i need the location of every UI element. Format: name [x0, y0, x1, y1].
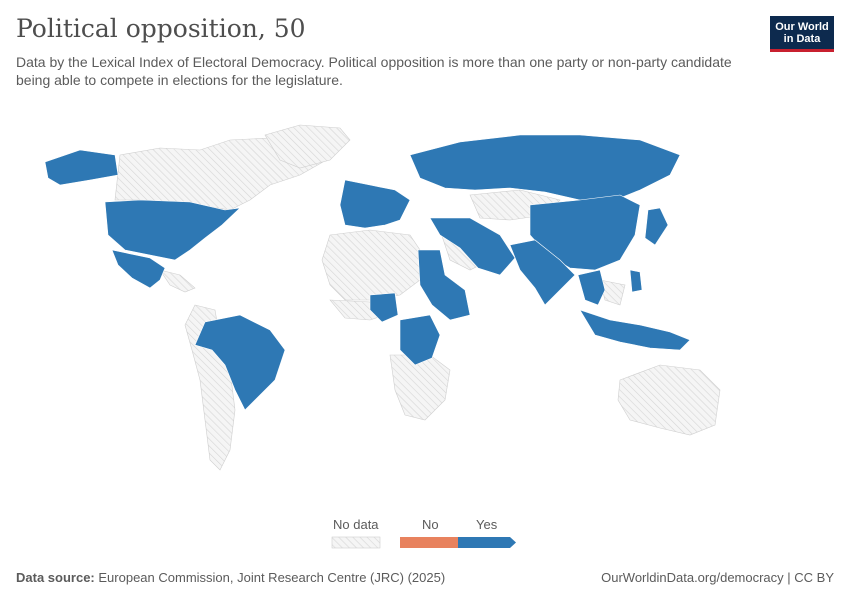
- source-text: European Commission, Joint Research Cent…: [98, 570, 446, 585]
- source-label: Data source:: [16, 570, 95, 585]
- region-greenland[interactable]: [264, 124, 351, 169]
- region-united-states[interactable]: [104, 199, 241, 261]
- chart-title: Political opposition, 50: [16, 14, 306, 43]
- legend-arrow: [510, 537, 516, 548]
- chart-subtitle: Data by the Lexical Index of Electoral D…: [16, 54, 732, 88]
- legend-yes-swatch[interactable]: [458, 537, 510, 548]
- owid-logo[interactable]: Our World in Data: [770, 16, 834, 52]
- region-sudan-ethiopia[interactable]: [417, 249, 471, 321]
- world-map[interactable]: [0, 110, 850, 490]
- legend-no-data-label: No data: [333, 517, 379, 532]
- legend-no-swatch[interactable]: [400, 537, 458, 548]
- region-southeast-asia-mainland[interactable]: [577, 269, 606, 306]
- yes-regions: [44, 134, 691, 411]
- region-indonesia[interactable]: [579, 309, 691, 351]
- map-legend: No data No Yes: [330, 517, 530, 553]
- legend-swatches: [331, 536, 516, 549]
- footer-url[interactable]: OurWorldinData.org/democracy | CC BY: [601, 570, 834, 585]
- region-brazil[interactable]: [194, 314, 286, 411]
- legend-yes-label: Yes: [476, 517, 498, 532]
- region-turkey-iran[interactable]: [429, 217, 516, 276]
- region-north-africa[interactable]: [321, 229, 421, 301]
- region-russia[interactable]: [409, 134, 681, 203]
- region-congo[interactable]: [399, 314, 441, 366]
- region-nigeria[interactable]: [369, 292, 399, 323]
- region-central-america[interactable]: [159, 269, 196, 293]
- legend-no-data-swatch[interactable]: [331, 536, 381, 549]
- region-philippines[interactable]: [629, 269, 643, 293]
- region-mexico[interactable]: [111, 249, 166, 289]
- region-australia[interactable]: [617, 364, 721, 436]
- legend-no-label: No: [422, 517, 439, 532]
- region-southern-africa[interactable]: [389, 354, 451, 421]
- logo-line-1: Our World: [775, 21, 829, 33]
- region-india-pakistan[interactable]: [509, 239, 576, 306]
- data-source: Data source: European Commission, Joint …: [16, 570, 445, 585]
- region-japan[interactable]: [644, 207, 669, 246]
- region-western-europe[interactable]: [339, 179, 411, 229]
- logo-line-2: in Data: [783, 33, 821, 45]
- region-alaska[interactable]: [44, 149, 119, 186]
